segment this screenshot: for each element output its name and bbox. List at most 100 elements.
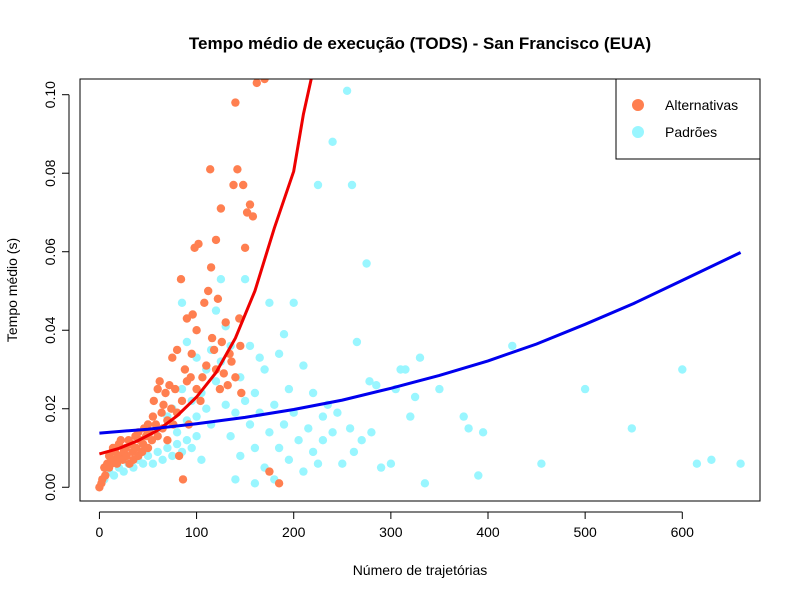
- point-padroes: [338, 459, 347, 468]
- point-padroes: [289, 298, 298, 307]
- point-alternativas: [143, 420, 153, 429]
- point-padroes: [216, 275, 226, 284]
- point-alternativas: [155, 377, 164, 386]
- point-padroes: [153, 447, 162, 457]
- point-alternativas: [153, 432, 162, 441]
- point-padroes: [187, 443, 196, 453]
- point-padroes: [342, 86, 352, 96]
- point-alternativas: [159, 400, 168, 409]
- x-tick-label: 600: [671, 524, 695, 540]
- point-alternativas: [260, 79, 269, 84]
- point-alternativas: [188, 310, 197, 319]
- point-padroes: [357, 436, 366, 445]
- point-padroes: [240, 275, 250, 284]
- point-padroes: [386, 459, 396, 468]
- point-alternativas: [192, 384, 201, 394]
- y-tick-label: 0.04: [42, 316, 58, 343]
- legend: Alternativas Padrões: [615, 78, 761, 160]
- point-padroes: [265, 428, 274, 437]
- point-padroes: [401, 365, 410, 374]
- point-alternativas: [229, 180, 238, 190]
- point-alternativas: [198, 373, 207, 382]
- point-padroes: [177, 384, 187, 394]
- point-padroes: [376, 463, 386, 472]
- point-padroes: [279, 420, 289, 429]
- point-padroes: [318, 412, 328, 421]
- point-padroes: [367, 428, 376, 437]
- y-axis: 0.00 0.02 0.04 0.06 0.08 0.10: [42, 81, 70, 501]
- point-alternativas: [274, 479, 284, 488]
- point-padroes: [406, 412, 415, 421]
- point-padroes: [211, 306, 221, 315]
- point-alternativas: [122, 451, 131, 461]
- point-padroes: [707, 455, 716, 464]
- point-alternativas: [194, 239, 203, 249]
- chart-title: Tempo médio de execução (TODS) - San Fra…: [189, 34, 651, 53]
- point-padroes: [365, 377, 374, 386]
- point-padroes: [119, 467, 128, 476]
- point-alternativas: [174, 451, 184, 461]
- point-padroes: [294, 436, 303, 445]
- point-alternativas: [157, 408, 166, 417]
- point-padroes: [435, 384, 444, 394]
- point-alternativas: [176, 275, 186, 284]
- point-alternativas: [211, 235, 221, 245]
- point-padroes: [345, 424, 355, 433]
- legend-marker-padroes: [632, 126, 644, 138]
- x-tick-label: 100: [185, 524, 209, 540]
- point-padroes: [226, 432, 235, 441]
- point-alternativas: [239, 180, 248, 190]
- point-padroes: [231, 408, 240, 417]
- point-padroes: [627, 424, 636, 433]
- point-alternativas: [215, 384, 225, 394]
- point-alternativas: [206, 165, 215, 174]
- point-alternativas: [202, 361, 211, 370]
- x-tick-label: 0: [96, 524, 104, 540]
- point-alternativas: [192, 326, 201, 335]
- point-padroes: [362, 259, 371, 268]
- point-alternativas: [101, 471, 110, 480]
- point-alternativas: [148, 412, 158, 421]
- x-tick-label: 200: [282, 524, 306, 540]
- point-padroes: [211, 377, 221, 386]
- point-padroes: [478, 428, 488, 437]
- point-alternativas: [245, 200, 255, 209]
- point-padroes: [109, 471, 119, 480]
- point-padroes: [333, 408, 342, 417]
- point-padroes: [240, 396, 250, 406]
- point-padroes: [415, 353, 425, 362]
- fit-lines-layer: [98, 79, 742, 456]
- point-padroes: [192, 432, 201, 441]
- point-padroes: [270, 400, 279, 409]
- point-alternativas: [187, 349, 196, 358]
- point-padroes: [304, 424, 313, 433]
- legend-label-alternativas: Alternativas: [665, 97, 738, 113]
- point-alternativas: [200, 298, 209, 307]
- point-padroes: [580, 384, 590, 394]
- point-padroes: [182, 436, 192, 445]
- point-padroes: [736, 459, 745, 468]
- point-alternativas: [231, 373, 240, 382]
- point-padroes: [347, 180, 357, 190]
- point-alternativas: [233, 165, 242, 174]
- point-alternativas: [206, 263, 216, 272]
- point-padroes: [172, 428, 182, 437]
- point-padroes: [508, 341, 517, 351]
- point-alternativas: [116, 436, 126, 445]
- point-alternativas: [149, 396, 158, 406]
- point-alternativas: [236, 341, 245, 351]
- point-padroes: [372, 381, 381, 390]
- point-padroes: [172, 439, 182, 449]
- point-padroes: [349, 447, 359, 457]
- x-axis-label: Número de trajetórias: [353, 562, 488, 578]
- x-tick-label: 500: [573, 524, 597, 540]
- point-alternativas: [252, 79, 261, 88]
- point-padroes: [265, 298, 274, 307]
- point-padroes: [148, 459, 158, 468]
- x-axis: 0 100 200 300 400 500 600: [96, 511, 695, 540]
- point-alternativas: [227, 357, 236, 366]
- legend-box: [615, 78, 761, 160]
- point-padroes: [255, 353, 264, 362]
- point-alternativas: [231, 98, 240, 107]
